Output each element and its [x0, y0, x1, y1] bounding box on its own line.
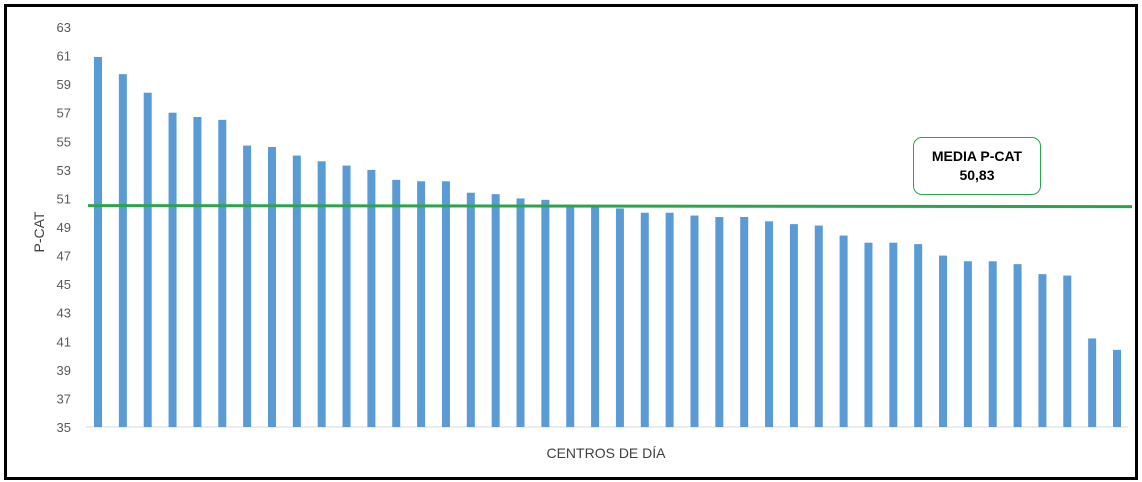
bar — [789, 224, 798, 427]
bar — [690, 215, 699, 427]
bar — [243, 145, 252, 427]
y-tick-label: 41 — [57, 334, 71, 349]
y-tick-label: 63 — [57, 20, 71, 35]
bar — [988, 261, 997, 427]
bar — [591, 207, 600, 427]
y-tick-label: 61 — [57, 49, 71, 64]
bar — [143, 92, 152, 428]
mean-line — [87, 204, 1133, 209]
bar — [1063, 275, 1072, 427]
bar — [118, 74, 127, 427]
bar — [814, 225, 823, 427]
y-tick-label: 59 — [57, 77, 71, 92]
y-tick-label: 53 — [57, 163, 71, 178]
bar — [640, 212, 649, 427]
mean-callout-value: 50,83 — [959, 167, 995, 183]
bar — [516, 198, 525, 427]
bar — [491, 194, 500, 427]
bar — [441, 181, 450, 427]
bar — [1013, 264, 1022, 427]
bar — [963, 261, 972, 427]
bar — [317, 161, 326, 428]
x-axis-title: CENTROS DE DÍA — [546, 445, 666, 461]
mean-callout: MEDIA P-CAT 50,83 — [913, 137, 1041, 195]
bar — [392, 179, 401, 427]
bar — [864, 242, 873, 427]
bars — [94, 57, 1121, 428]
bar — [740, 217, 749, 427]
bar — [342, 165, 351, 427]
bar — [466, 192, 475, 427]
y-tick-label: 45 — [57, 277, 71, 292]
bar — [839, 235, 848, 427]
bar — [889, 242, 898, 427]
bar — [1038, 274, 1047, 427]
bar — [168, 112, 177, 428]
bar — [1113, 349, 1121, 427]
y-tick-label: 39 — [57, 363, 71, 378]
mean-callout-label: MEDIA P-CAT — [931, 148, 1023, 164]
y-tick-label: 51 — [57, 191, 71, 206]
bar — [417, 181, 426, 427]
bar — [1088, 338, 1097, 427]
bar — [193, 117, 202, 427]
bar — [267, 147, 276, 427]
bar — [566, 205, 575, 427]
y-axis-title: P-CAT — [31, 211, 47, 252]
bar — [715, 217, 724, 427]
y-axis-ticks: 35 37 39 41 43 45 47 49 51 53 55 57 59 61 63 — [57, 20, 71, 435]
y-tick-label: 35 — [57, 420, 71, 435]
bar — [218, 119, 227, 428]
y-tick-label: 49 — [57, 220, 71, 235]
y-tick-label: 47 — [57, 249, 71, 264]
y-tick-label: 43 — [57, 306, 71, 321]
y-tick-label: 55 — [57, 134, 71, 149]
bar — [914, 244, 923, 427]
bar — [541, 199, 550, 427]
y-tick-label: 37 — [57, 391, 71, 406]
bar — [367, 169, 376, 428]
bar — [615, 208, 624, 427]
bar — [94, 57, 102, 427]
y-tick-label: 57 — [57, 106, 71, 121]
bar — [292, 155, 301, 427]
bar — [665, 212, 674, 427]
bar — [765, 221, 774, 427]
bar — [939, 255, 948, 427]
